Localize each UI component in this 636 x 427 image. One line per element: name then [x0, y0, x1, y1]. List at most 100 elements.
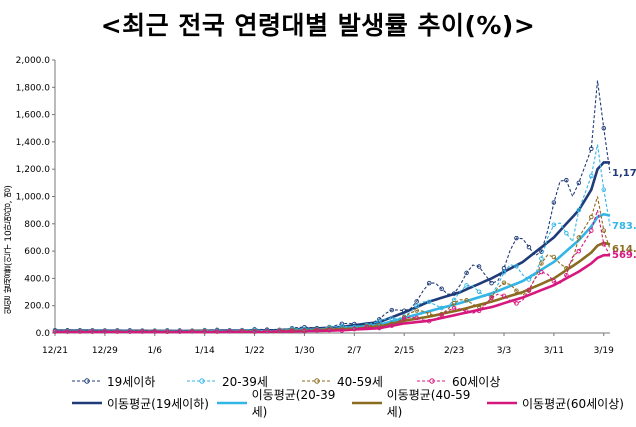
legend-item: 이동평균(20-39세)	[215, 386, 350, 420]
series-point	[451, 291, 457, 296]
series-point	[476, 264, 482, 269]
series-point	[140, 329, 145, 334]
series-point	[339, 328, 345, 333]
series-point	[189, 329, 195, 334]
x-tick-label: 1/6	[148, 346, 163, 356]
series-point	[589, 173, 594, 179]
series-point	[214, 329, 220, 334]
x-tick-label: 2/7	[347, 346, 361, 356]
series-point	[589, 146, 594, 151]
series-point	[601, 125, 607, 131]
legend-swatch	[215, 397, 249, 409]
legend-item: 19세이하	[70, 373, 185, 390]
series-point	[501, 265, 507, 271]
series-point	[164, 329, 170, 334]
x-tick-label: 1/22	[244, 346, 264, 356]
series-point	[514, 301, 519, 306]
series-point	[451, 305, 457, 311]
x-tick-label: 3/3	[497, 346, 511, 356]
end-value-label: 569.8	[612, 250, 636, 261]
series-point	[414, 315, 419, 321]
series-line-2	[55, 241, 611, 333]
series-point	[289, 328, 295, 334]
series-point	[601, 187, 607, 192]
series-point	[551, 222, 557, 228]
series-point	[526, 287, 532, 293]
legend-label: 이동평균(19세이하)	[107, 396, 209, 411]
series-point	[601, 242, 607, 247]
series-point	[439, 286, 444, 292]
series-point	[77, 329, 83, 334]
series-point	[601, 228, 607, 233]
series-point	[564, 272, 569, 278]
series-point	[401, 308, 407, 313]
series-point	[576, 180, 582, 186]
series-point	[102, 329, 108, 334]
x-tick-label: 2/15	[394, 346, 414, 356]
series-point	[239, 329, 245, 334]
series-point	[327, 327, 332, 333]
legend-swatch	[415, 375, 449, 387]
series-point	[539, 261, 544, 266]
series-point	[414, 299, 419, 304]
series-point	[177, 329, 182, 334]
series-point	[501, 293, 507, 299]
series-point	[352, 321, 357, 327]
series-point	[589, 228, 594, 233]
legend-label: 이동평균(20-39세)	[251, 388, 336, 419]
y-tick-label: 2,000.0	[16, 56, 51, 66]
legend-item: 이동평균(40-59세)	[350, 386, 485, 420]
series-point	[526, 277, 532, 282]
series-point	[476, 304, 482, 310]
series-point	[451, 300, 457, 306]
series-point	[539, 256, 544, 261]
series-point	[377, 323, 382, 328]
series-point	[514, 288, 519, 294]
legend-item: 60세이상	[415, 373, 530, 390]
series-line-7	[55, 209, 611, 333]
series-point	[426, 311, 432, 317]
series-point	[564, 230, 569, 236]
series-point	[426, 299, 432, 305]
x-tick-label: 1/14	[195, 346, 215, 356]
series-point	[426, 280, 432, 286]
end-value-label: 783.9	[612, 221, 636, 232]
series-point	[339, 323, 345, 329]
series-point	[352, 324, 357, 330]
series-point	[564, 177, 569, 183]
series-point	[526, 244, 532, 250]
series-line-5	[55, 144, 611, 332]
series-point	[115, 329, 120, 334]
series-point	[464, 283, 469, 288]
series-point	[439, 313, 444, 318]
x-tick-label: 12/29	[92, 346, 118, 356]
series-point	[152, 329, 158, 334]
y-tick-label: 1,200.0	[16, 165, 51, 175]
legend-swatch	[485, 397, 519, 409]
series-point	[202, 329, 207, 334]
series-point	[314, 328, 320, 333]
series-point	[327, 326, 332, 331]
series-point	[90, 329, 95, 334]
series-point	[501, 270, 507, 275]
series-point	[464, 309, 469, 314]
y-tick-label: 1,800.0	[16, 83, 51, 93]
series-line-3	[55, 253, 610, 334]
y-tick-label: 400.0	[24, 274, 50, 284]
legend-swatch	[300, 375, 334, 387]
series-point	[464, 270, 469, 276]
series-line-1	[55, 212, 611, 333]
series-point	[576, 235, 582, 240]
x-tick-label: 3/19	[594, 346, 614, 356]
legend-label: 이동평균(40-59세)	[386, 388, 471, 419]
series-point	[439, 305, 444, 311]
legend-swatch	[70, 375, 104, 387]
y-tick-label: 1,000.0	[16, 193, 51, 203]
legend-label: 40-59세	[337, 374, 383, 389]
legend-row: 19세이하 20-39세 40-59세 60세이상	[70, 370, 630, 392]
series-point	[389, 307, 394, 313]
series-point	[401, 316, 407, 321]
legend-swatch	[185, 375, 219, 387]
y-tick-label: 0.0	[36, 329, 51, 339]
chart-title: <최근 전국 연령대별 발생률 추이(%)>	[100, 11, 536, 40]
